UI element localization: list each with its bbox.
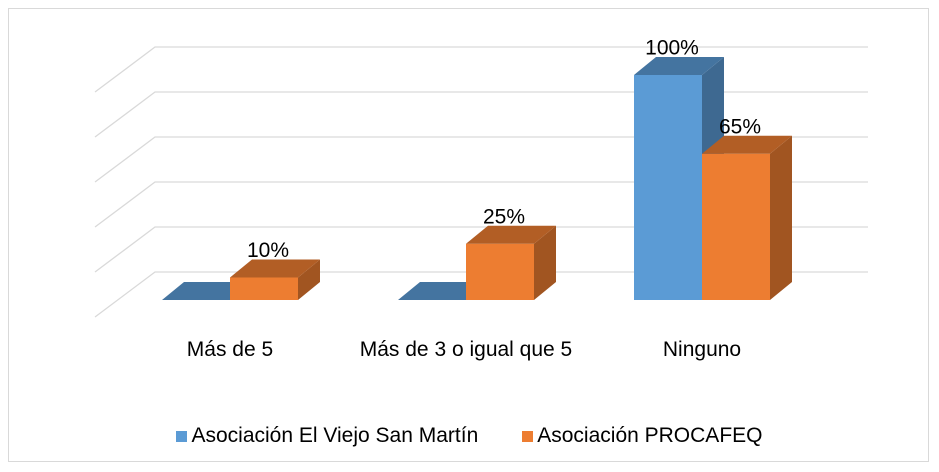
legend-swatch — [522, 430, 534, 442]
grid-line — [94, 46, 868, 93]
bar-front — [634, 75, 702, 300]
x-tick-label: Ninguno — [662, 338, 742, 361]
bar-side — [770, 135, 792, 300]
x-tick-label: Más de 5 — [186, 338, 274, 361]
chart-frame — [8, 8, 929, 462]
legend-label: Asociación PROCAFEQ — [537, 424, 763, 447]
bar-side — [534, 225, 556, 300]
legend-swatch — [176, 430, 188, 442]
data-label: 100% — [645, 37, 699, 60]
bar — [230, 259, 320, 300]
bar-front — [230, 277, 298, 300]
x-tick-label: Más de 3 o igual que 5 — [359, 338, 573, 361]
bar-side — [298, 259, 320, 300]
bar — [702, 135, 792, 300]
data-label: 25% — [483, 205, 525, 228]
legend: Asociación El Viejo San Martín Asociación… — [0, 424, 939, 448]
bar-top — [634, 57, 724, 75]
bar-front — [702, 153, 770, 300]
grid-line — [94, 91, 868, 138]
bar-top — [162, 282, 252, 300]
data-label: 65% — [719, 115, 761, 138]
bar-top — [466, 225, 556, 244]
grid-line — [94, 181, 868, 228]
grid-line — [94, 226, 868, 273]
bar — [162, 282, 252, 300]
bar — [466, 225, 556, 300]
bar — [398, 282, 488, 300]
data-label: 10% — [247, 239, 289, 262]
legend-label: Asociación El Viejo San Martín — [191, 424, 479, 447]
bar-top — [230, 259, 320, 278]
bar-top — [702, 135, 792, 154]
legend-item: Asociación PROCAFEQ — [522, 424, 763, 448]
bar-top — [398, 282, 488, 300]
bar-front — [466, 243, 534, 300]
legend-item: Asociación El Viejo San Martín — [176, 424, 478, 448]
grid-line — [94, 271, 868, 318]
grid-line — [94, 136, 868, 183]
